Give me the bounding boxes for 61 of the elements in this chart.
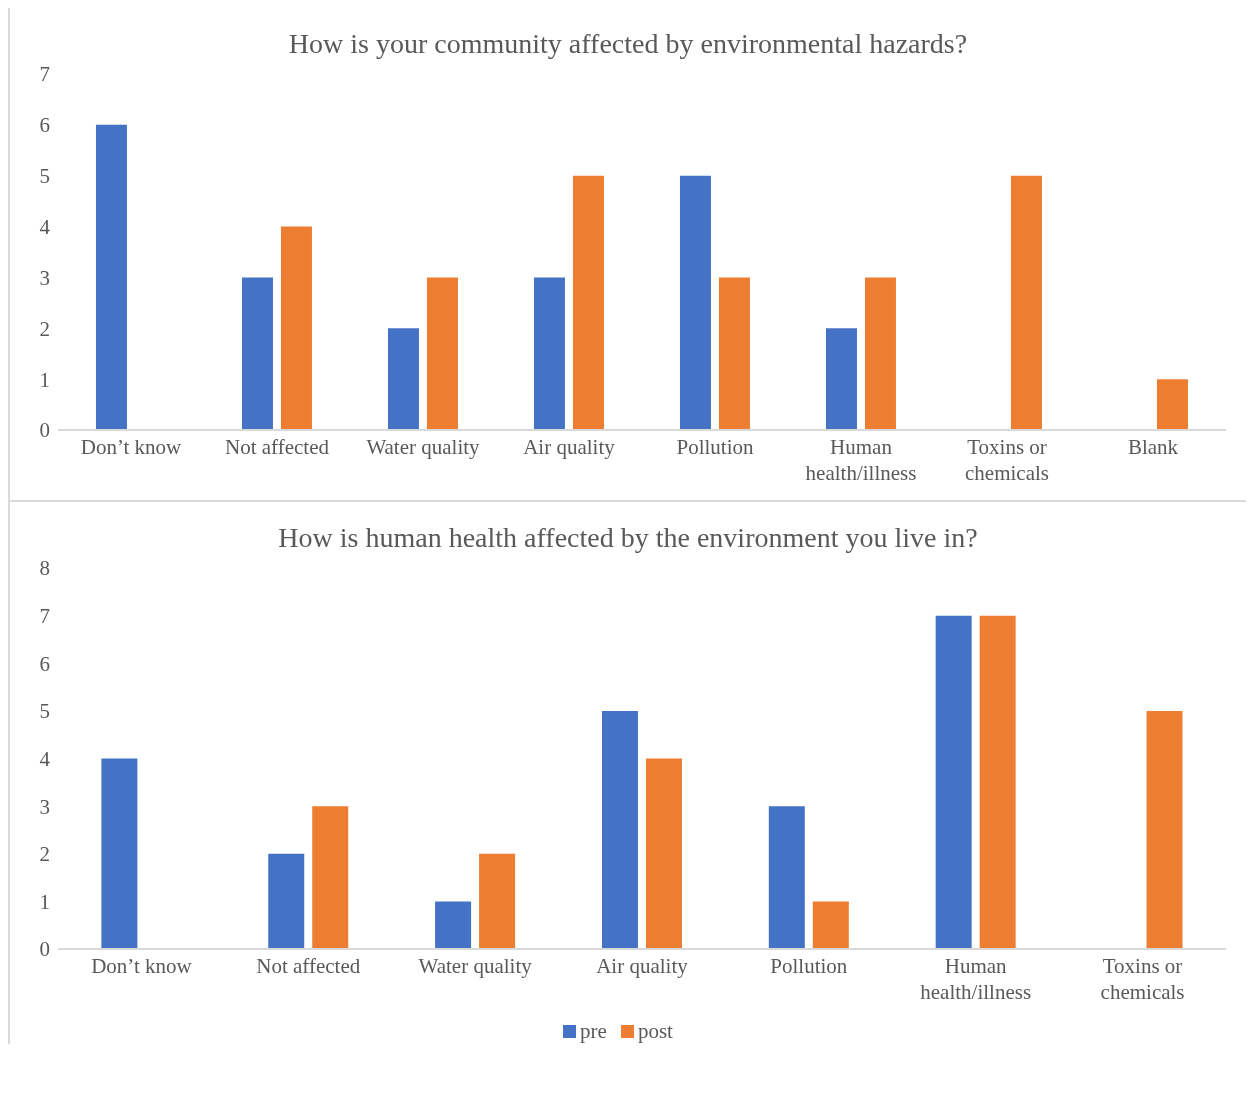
y-tick-label: 3 — [39, 265, 50, 290]
bar — [1146, 710, 1183, 949]
x-tick-label: Pollution — [770, 954, 848, 978]
bar — [426, 277, 458, 430]
y-tick-label: 5 — [39, 699, 50, 724]
bar — [1010, 175, 1042, 430]
bar — [572, 175, 604, 430]
x-tick-label: Air quality — [523, 435, 616, 459]
bar — [479, 853, 516, 949]
bar — [435, 901, 472, 949]
y-tick-label: 1 — [39, 889, 50, 914]
y-tick-label: 4 — [39, 746, 51, 771]
y-tick-label: 0 — [39, 418, 50, 443]
y-tick-label: 6 — [39, 651, 50, 676]
x-tick-label: Toxins or chemicals — [965, 435, 1049, 485]
bar — [280, 226, 312, 430]
y-tick-label: 5 — [39, 164, 50, 189]
y-tick-label: 2 — [39, 842, 50, 867]
bar — [101, 758, 138, 949]
legend-label: post — [636, 1019, 673, 1044]
chart-title: How is human health affected by the environment you live in? — [277, 521, 979, 554]
x-tick-label: Don’t know — [91, 954, 193, 978]
bar — [825, 328, 857, 430]
x-tick-label: Air quality — [596, 954, 689, 978]
bar — [312, 806, 349, 949]
y-tick-label: 7 — [39, 62, 50, 87]
y-tick-label: 3 — [39, 794, 50, 819]
bar — [95, 124, 127, 430]
bar — [768, 806, 805, 949]
bar — [718, 277, 750, 430]
x-tick-label: Human health/illness — [805, 435, 917, 485]
bar — [679, 175, 711, 430]
y-tick-label: 0 — [39, 937, 50, 962]
chart-title: How is your community affected by environmental hazards? — [287, 27, 969, 60]
bar — [601, 710, 638, 949]
bar — [241, 277, 273, 430]
x-tick-label: Not affected — [225, 435, 330, 459]
bar — [935, 615, 972, 949]
y-tick-label: 4 — [39, 215, 51, 240]
bar — [1156, 379, 1188, 430]
bar — [864, 277, 896, 430]
x-tick-label: Blank — [1127, 435, 1179, 459]
bar — [533, 277, 565, 430]
x-tick-label: Toxins or chemicals — [1100, 954, 1185, 1004]
x-tick-label: Water quality — [418, 954, 533, 978]
bar — [387, 328, 419, 430]
y-tick-label: 2 — [39, 316, 50, 341]
bar — [645, 758, 682, 949]
x-tick-label: Not affected — [256, 954, 361, 978]
bar — [812, 901, 849, 949]
legend-label: pre — [579, 1019, 607, 1044]
y-tick-label: 8 — [39, 556, 50, 581]
x-tick-label: Don’t know — [80, 435, 183, 459]
bar — [979, 615, 1016, 949]
x-tick-label: Pollution — [676, 435, 754, 459]
x-tick-label: Water quality — [366, 435, 481, 459]
bar — [268, 853, 305, 949]
y-tick-label: 1 — [39, 367, 50, 392]
x-tick-label: Human health/illness — [920, 954, 1032, 1004]
y-tick-label: 6 — [39, 113, 50, 138]
y-tick-label: 7 — [39, 604, 50, 629]
